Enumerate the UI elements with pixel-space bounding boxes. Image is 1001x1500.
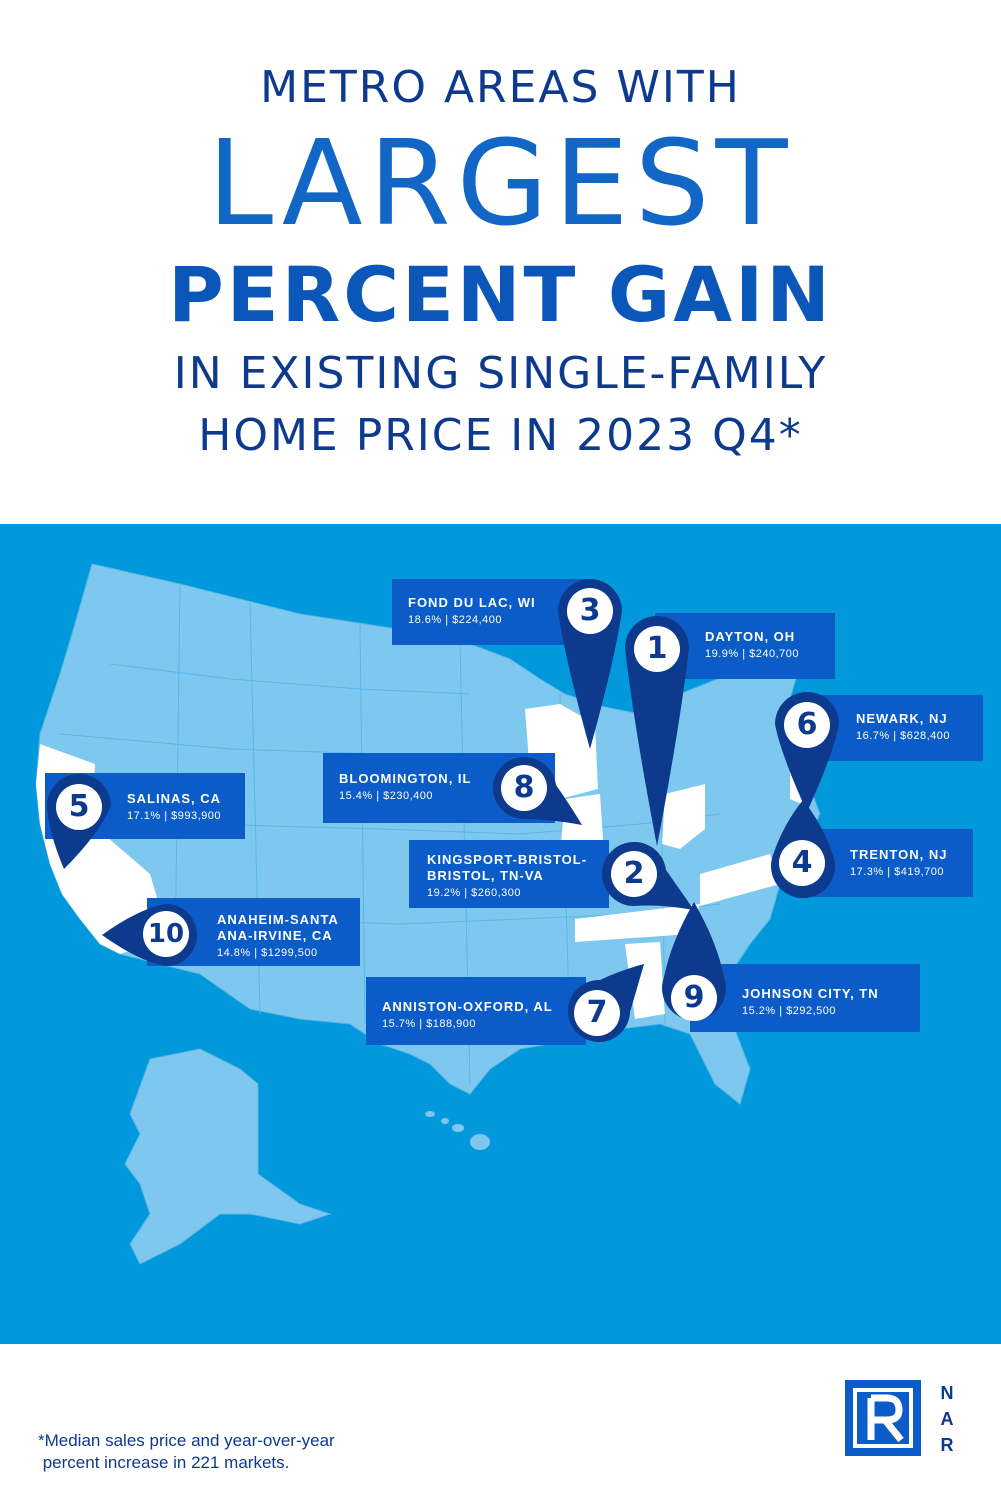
label-name: FOND DU LAC, WI: [408, 595, 536, 610]
title-line-1: METRO AREAS WITH: [260, 62, 741, 113]
label-name: ANNISTON-OXFORD, AL: [382, 999, 553, 1014]
nar-logo: N A R: [845, 1380, 965, 1470]
label-name-line2: ANA-IRVINE, CA: [217, 928, 333, 943]
pin-number: 3: [567, 588, 613, 634]
label-stat: 14.8% | $1299,500: [217, 947, 318, 959]
pin-number: 1: [634, 626, 680, 672]
state-ohio: [662, 784, 705, 849]
label-stat: 15.7% | $188,900: [382, 1018, 477, 1030]
realtor-r-icon: [845, 1380, 921, 1456]
label-stat: 19.9% | $240,700: [705, 648, 800, 660]
label-name-line1: KINGSPORT-BRISTOL-: [427, 852, 588, 867]
state-virginia: [700, 854, 780, 906]
pin-number: 6: [784, 702, 830, 748]
pin-number: 9: [671, 975, 717, 1021]
label-stat: 18.6% | $224,400: [408, 614, 503, 626]
logo-letter: A: [940, 1409, 954, 1429]
label-stat: 19.2% | $260,300: [427, 887, 522, 899]
label-stat: 15.4% | $230,400: [339, 790, 434, 802]
label-name: NEWARK, NJ: [856, 711, 948, 726]
label-johnson-city: JOHNSON CITY, TN 15.2% | $292,500: [690, 964, 920, 1032]
label-stat: 15.2% | $292,500: [742, 1005, 837, 1017]
label-name-line2: BRISTOL, TN-VA: [427, 868, 544, 883]
logo-letters: N A R: [935, 1380, 959, 1458]
label-stat: 17.3% | $419,700: [850, 866, 945, 878]
title-line-2: LARGEST: [207, 114, 794, 252]
label-fond-du-lac: FOND DU LAC, WI 18.6% | $224,400: [392, 579, 592, 645]
pin-1[interactable]: [622, 616, 692, 846]
label-stat: 17.1% | $993,900: [127, 810, 222, 822]
pin-number: 8: [501, 765, 547, 811]
pin-number: 2: [611, 851, 657, 897]
label-name: JOHNSON CITY, TN: [742, 986, 879, 1001]
pin-number: 4: [779, 840, 825, 886]
label-name: SALINAS, CA: [127, 791, 222, 806]
logo-letter: N: [940, 1383, 954, 1403]
label-name: DAYTON, OH: [705, 629, 796, 644]
pin-number: 5: [56, 784, 102, 830]
label-name: BLOOMINGTON, IL: [339, 771, 472, 786]
state-alabama: [625, 942, 665, 1019]
label-name-line1: ANAHEIM-SANTA: [217, 912, 339, 927]
alaska-landmass: [124, 1048, 332, 1265]
logo-letter: R: [940, 1435, 954, 1455]
pin-number: 7: [574, 990, 620, 1036]
hawaii-islands: [425, 1111, 490, 1150]
title-line-5: HOME PRICE IN 2023 Q4*: [198, 410, 803, 461]
label-anniston-oxford: ANNISTON-OXFORD, AL 15.7% | $188,900: [366, 977, 586, 1045]
state-tennessee: [575, 904, 700, 942]
label-kingsport-bristol: KINGSPORT-BRISTOL- BRISTOL, TN-VA 19.2% …: [409, 840, 609, 908]
label-stat: 16.7% | $628,400: [856, 730, 951, 742]
label-name: TRENTON, NJ: [850, 847, 948, 862]
map-panel: FOND DU LAC, WI 18.6% | $224,400 3 DAYTO…: [0, 524, 1001, 1344]
title-line-3: PERCENT GAIN: [168, 250, 833, 339]
footnote: *Median sales price and year-over-year p…: [38, 1431, 335, 1472]
pin-number: 10: [143, 911, 189, 957]
title-line-4: IN EXISTING SINGLE-FAMILY: [173, 348, 828, 399]
